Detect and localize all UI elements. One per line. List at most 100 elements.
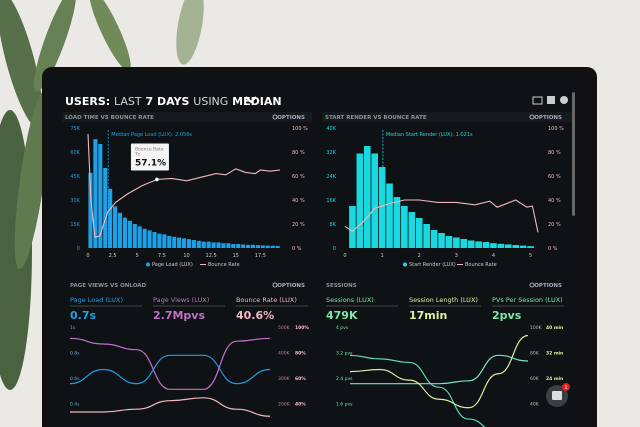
options-button[interactable]: OPTIONS	[277, 283, 305, 289]
bar	[519, 245, 527, 248]
header-stat[interactable]: MEDIAN	[232, 95, 281, 108]
y2-tick-label: 500K	[278, 325, 291, 331]
y-tick-label: 45K	[70, 174, 80, 180]
bar	[255, 245, 260, 248]
plant-leaves	[0, 0, 204, 390]
x-tick-label: 7.5	[158, 253, 166, 259]
bar	[167, 236, 172, 248]
x-tick-label: 3	[455, 253, 458, 259]
bar	[152, 232, 157, 248]
median-annotation: Median Start Render (LUX): 1.021s	[386, 132, 473, 138]
bar	[216, 242, 221, 248]
chart-title: START RENDER VS BOUNCE RATE	[325, 115, 427, 121]
header-prefix: USERS:	[65, 95, 110, 108]
y2-tick-label: 40 %	[548, 198, 561, 204]
hover-point	[155, 177, 159, 182]
chart-panel-1: LOAD TIME VS BOUNCE RATE OPTIONS 0 15K 30K 45…	[62, 112, 312, 268]
chart-icon[interactable]	[547, 96, 555, 104]
metric-value: 0.7s	[70, 309, 96, 322]
y2-tick-label: 60 %	[548, 174, 561, 180]
options-button[interactable]: OPTIONS	[534, 115, 562, 121]
x-tick-label: 2	[418, 253, 421, 259]
gear-icon	[272, 114, 278, 120]
y3-tick-label: 40%	[295, 402, 306, 408]
bar	[132, 224, 137, 248]
y2-tick-label: 80 %	[548, 150, 561, 156]
bar	[482, 242, 490, 248]
metric-value: 17min	[409, 309, 447, 322]
bar	[356, 153, 364, 248]
x-tick-label: 17.5	[255, 253, 266, 259]
bar	[117, 212, 123, 248]
y-tick-label: 0.6s	[70, 376, 80, 382]
bar	[371, 153, 379, 248]
legend-item: Page Load (LUX)	[152, 262, 193, 268]
bar	[250, 244, 256, 248]
y-tick-label: 1s	[70, 325, 76, 331]
series-line	[349, 354, 486, 427]
median-annotation: Median Page Load (LUX): 2.056s	[111, 132, 192, 138]
y-tick-label: 75K	[70, 126, 80, 132]
y2-tick-label: 200K	[278, 402, 291, 408]
monitor-icon[interactable]	[532, 96, 543, 105]
bar	[186, 239, 192, 248]
bar	[122, 217, 127, 248]
bar	[467, 240, 475, 248]
help-icon[interactable]	[560, 96, 568, 104]
tooltip	[130, 143, 169, 171]
bar	[191, 240, 196, 248]
chart-title: LOAD TIME VS BOUNCE RATE	[65, 115, 154, 121]
y2-tick-label: 400K	[278, 351, 291, 357]
y2-tick-label: 40 %	[292, 198, 305, 204]
bar	[438, 233, 445, 248]
options-button[interactable]: OPTIONS	[277, 115, 305, 121]
bar	[226, 243, 231, 248]
x-tick-label: 12.5	[206, 253, 217, 259]
header-range-light: LAST	[114, 95, 142, 108]
bar	[162, 234, 167, 248]
y-tick-label: 1.6 pvs	[336, 402, 353, 408]
gear-icon	[272, 282, 278, 288]
metric-label: Page Views (LUX)	[153, 296, 209, 304]
y3-tick-label: 60%	[295, 376, 306, 382]
bar	[241, 244, 246, 248]
chat-button[interactable]: 1	[546, 383, 570, 407]
tooltip-value: 57.1%	[135, 158, 166, 168]
tooltip-sub: 7s	[135, 151, 141, 157]
bar	[497, 243, 505, 248]
laptop-screen	[48, 74, 590, 427]
metric-value: 479K	[326, 309, 358, 322]
bar	[386, 183, 393, 248]
y2-tick-label: 60 %	[292, 174, 305, 180]
legend-swatch	[146, 262, 150, 267]
header-using: USING	[193, 95, 228, 108]
notification-badge	[562, 383, 570, 391]
y-tick-label: 0.4s	[70, 402, 80, 408]
metric-label: Page Load (LUX)	[70, 296, 123, 304]
scrollbar[interactable]	[572, 92, 575, 216]
header: USERS: LAST 7 DAYS USING MEDIAN	[65, 92, 575, 216]
series-line	[70, 397, 271, 417]
bar	[423, 224, 430, 248]
options-button[interactable]: OPTIONS	[534, 283, 562, 289]
y-tick-label: 4 pvs	[336, 325, 349, 331]
x-tick-label: 0	[86, 253, 89, 259]
bar	[270, 245, 275, 248]
bar	[211, 242, 216, 248]
x-tick-label: 5	[136, 253, 139, 259]
bar	[177, 237, 182, 248]
bar	[401, 206, 408, 248]
metric-label: Sessions (LUX)	[326, 296, 374, 304]
gear-icon	[529, 114, 535, 120]
series-line	[349, 334, 529, 409]
bar	[378, 167, 386, 248]
y-tick-label: 0	[333, 246, 336, 252]
bar	[415, 218, 423, 248]
y-tick-label: 3.2 pvs	[336, 351, 353, 357]
bar	[127, 220, 132, 248]
x-tick-label: 10	[183, 253, 189, 259]
bar	[201, 241, 206, 248]
chevron-down-icon[interactable]	[245, 96, 257, 104]
metric-label: Bounce Rate (LUX)	[236, 296, 297, 304]
